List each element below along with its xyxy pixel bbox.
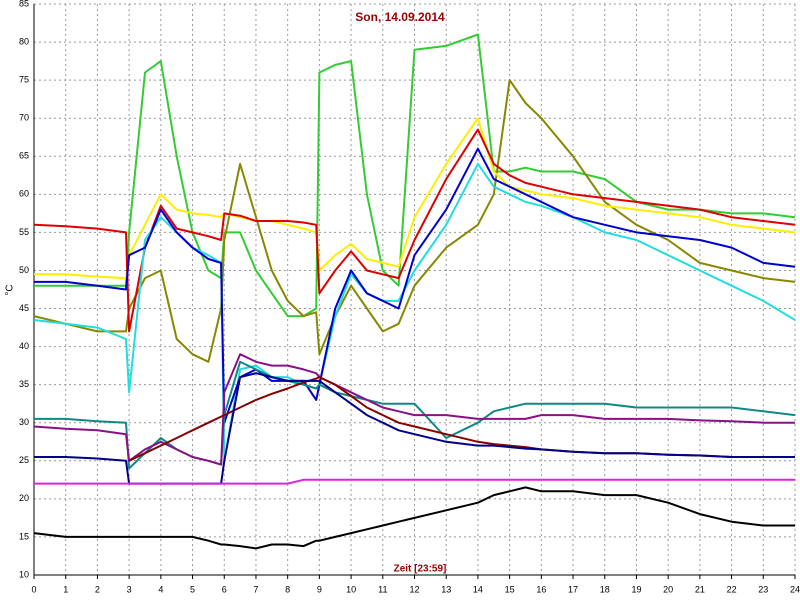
x-tick-label: 1 (63, 584, 68, 594)
series-line (34, 478, 795, 485)
x-tick-label: 12 (409, 584, 419, 594)
x-tick-label: 14 (473, 584, 483, 594)
x-tick-label: 10 (346, 584, 356, 594)
x-tick-label: 8 (285, 584, 290, 594)
series-line (34, 33, 796, 318)
x-tick-label: 11 (378, 584, 387, 594)
y-axis-label: °C (5, 284, 16, 295)
x-tick-label: 17 (568, 584, 578, 594)
y-tick-label: 45 (19, 303, 29, 313)
x-tick-label: 13 (441, 584, 451, 594)
y-tick-label: 70 (19, 113, 29, 123)
y-tick-label: 85 (19, 0, 29, 8)
x-tick-label: 4 (158, 584, 163, 594)
series-line (33, 128, 796, 333)
y-tick-label: 20 (19, 493, 29, 503)
series-line (33, 486, 795, 550)
x-tick-label: 23 (758, 584, 768, 594)
x-tick-label: 19 (631, 584, 641, 594)
x-tick-label: 9 (317, 584, 322, 594)
y-tick-label: 65 (19, 151, 29, 161)
y-tick-label: 60 (19, 189, 29, 199)
x-tick-label: 22 (727, 584, 737, 594)
y-tick-label: 10 (19, 569, 29, 579)
y-tick-label: 75 (19, 75, 29, 85)
y-tick-label: 30 (19, 417, 29, 427)
x-tick-label: 24 (790, 584, 800, 594)
x-tick-label: 6 (222, 584, 227, 594)
x-tick-label: 18 (600, 584, 610, 594)
x-tick-label: 20 (663, 584, 673, 594)
y-tick-label: 35 (19, 379, 29, 389)
x-tick-label: 7 (253, 584, 258, 594)
x-tick-label: 2 (95, 584, 100, 594)
x-tick-label: 3 (127, 584, 132, 594)
x-axis-label: Zeit [23:59] (394, 564, 447, 575)
x-tick-label: 21 (695, 584, 705, 594)
y-tick-label: 15 (19, 531, 29, 541)
x-tick-label: 15 (505, 584, 515, 594)
x-tick-label: 0 (31, 584, 36, 594)
y-tick-label: 25 (19, 455, 29, 465)
x-tick-label: 16 (536, 584, 546, 594)
y-tick-label: 55 (19, 227, 29, 237)
x-tick-label: 5 (190, 584, 195, 594)
y-tick-label: 80 (19, 36, 29, 46)
series-line (34, 117, 796, 280)
y-tick-label: 50 (19, 265, 29, 275)
y-tick-label: 40 (19, 341, 29, 351)
series-line (34, 147, 796, 424)
chart-title: Son, 14.09.2014 (355, 10, 445, 24)
series-line (33, 162, 796, 462)
